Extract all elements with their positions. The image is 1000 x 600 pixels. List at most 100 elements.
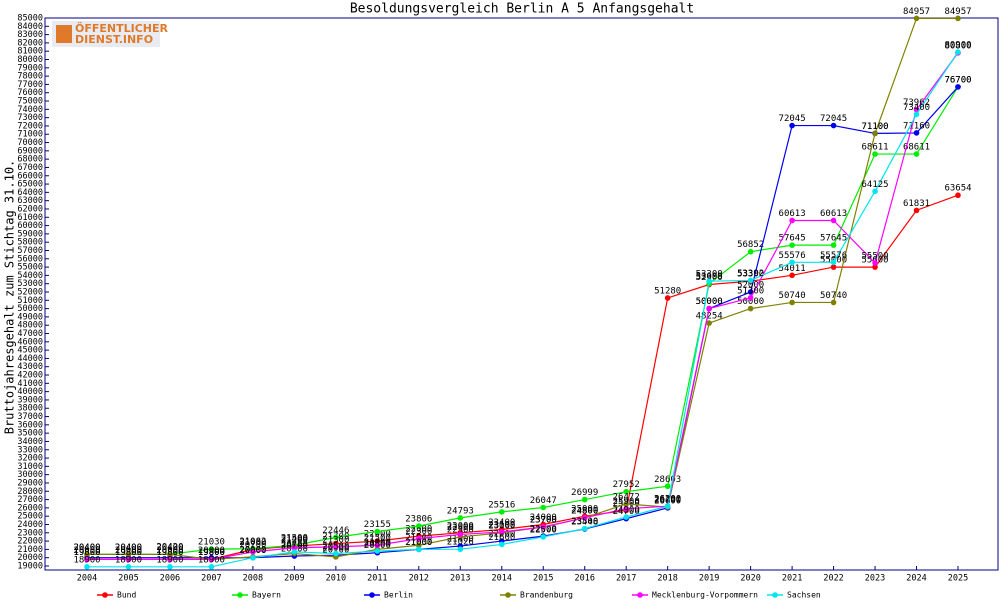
data-point: [913, 207, 920, 214]
y-tick-label: 58000: [17, 238, 43, 248]
x-tick-label: 2005: [118, 574, 138, 584]
data-point: [498, 541, 505, 548]
y-tick-label: 59000: [17, 229, 43, 239]
data-label: 20400: [73, 543, 100, 553]
y-tick-label: 42000: [17, 371, 43, 381]
y-tick-label: 80000: [17, 55, 43, 65]
data-label: 63654: [944, 184, 971, 194]
data-label: 21500: [364, 534, 391, 544]
legend-label: Mecklenburg-Vorpommern: [652, 591, 758, 600]
y-tick-label: 24000: [17, 520, 43, 530]
data-label: 21000: [405, 538, 432, 548]
data-label: 18900: [198, 555, 225, 565]
y-tick-label: 20000: [17, 553, 43, 563]
data-label: 27952: [613, 480, 640, 490]
data-label: 80800: [944, 41, 971, 51]
data-label: 72045: [779, 114, 806, 124]
data-label: 23400: [488, 518, 515, 528]
data-label: 25000: [571, 505, 598, 515]
y-tick-label: 79000: [17, 63, 43, 73]
data-point: [540, 504, 547, 511]
legend-marker: [772, 592, 778, 598]
data-point: [333, 544, 339, 550]
data-label: 23806: [405, 515, 432, 525]
data-point: [913, 111, 920, 118]
y-tick-label: 41000: [17, 379, 43, 389]
y-tick-label: 22000: [17, 537, 43, 547]
data-label: 18900: [73, 555, 100, 565]
legend-label: Bayern: [252, 591, 281, 600]
y-tick-label: 54000: [17, 271, 43, 281]
data-point: [913, 106, 920, 113]
data-point: [747, 305, 754, 312]
data-label: 52900: [696, 273, 723, 283]
data-label: 18900: [156, 555, 183, 565]
data-label: 20000: [115, 546, 142, 556]
data-label: 73962: [903, 98, 930, 108]
data-point: [125, 556, 132, 563]
y-tick-label: 56000: [17, 254, 43, 264]
data-label: 21600: [488, 533, 515, 543]
y-tick-label: 68000: [17, 155, 43, 165]
data-label: 64125: [862, 180, 889, 190]
data-label: 57645: [779, 234, 806, 244]
x-tick-label: 2024: [906, 574, 926, 584]
data-point: [830, 299, 837, 306]
y-tick-label: 82000: [17, 38, 43, 48]
y-tick-label: 84000: [17, 22, 43, 32]
y-tick-label: 27000: [17, 495, 43, 505]
data-label: 51300: [737, 286, 764, 296]
data-label: 19800: [198, 548, 225, 558]
data-label: 20000: [73, 546, 100, 556]
data-label: 73400: [903, 103, 930, 113]
data-label: 54011: [779, 264, 806, 274]
data-point: [623, 501, 629, 507]
data-label: 26200: [654, 495, 681, 505]
y-tick-label: 50000: [17, 304, 43, 314]
data-point: [872, 151, 878, 157]
data-label: 23000: [488, 521, 515, 531]
data-label: 68611: [862, 143, 889, 153]
data-label: 20400: [115, 543, 142, 553]
data-point: [789, 122, 795, 129]
data-point: [706, 305, 712, 312]
data-label: 20400: [115, 543, 142, 553]
y-tick-label: 48000: [17, 321, 43, 331]
chart-title: Besoldungsvergleich Berlin A 5 Anfangsge…: [350, 2, 694, 17]
data-label: 71160: [903, 121, 930, 131]
data-label: 24700: [613, 507, 640, 517]
data-label: 20500: [322, 542, 349, 552]
data-point: [416, 523, 422, 529]
data-label: 76700: [944, 75, 971, 85]
data-label: 23000: [447, 521, 474, 531]
legend-label: Bund: [117, 591, 136, 600]
y-tick-label: 28000: [17, 487, 43, 497]
data-label: 21300: [322, 535, 349, 545]
data-point: [747, 289, 754, 295]
y-tick-label: 31000: [17, 462, 43, 472]
data-point: [623, 488, 629, 495]
y-tick-label: 29000: [17, 478, 43, 488]
data-label: 23100: [488, 520, 515, 530]
y-tick-label: 85000: [17, 14, 43, 24]
y-tick-label: 47000: [17, 329, 43, 339]
data-label: 24900: [613, 506, 640, 516]
data-label: 21000: [239, 538, 266, 548]
data-label: 50740: [820, 291, 847, 301]
data-label: 80900: [944, 41, 971, 51]
data-point: [250, 549, 256, 555]
data-label: 22500: [530, 525, 557, 535]
y-tick-label: 57000: [17, 246, 43, 256]
y-tick-label: 40000: [17, 387, 43, 397]
data-point: [872, 264, 878, 270]
data-point: [208, 564, 215, 570]
y-tick-label: 65000: [17, 180, 43, 190]
data-label: 71100: [862, 122, 889, 132]
data-label: 25900: [613, 497, 640, 507]
series-line: [87, 52, 959, 560]
data-label: 23700: [530, 515, 557, 525]
data-point: [830, 264, 837, 270]
data-label: 26999: [571, 488, 598, 498]
data-label: 19800: [73, 548, 100, 558]
y-tick-label: 83000: [17, 30, 43, 40]
